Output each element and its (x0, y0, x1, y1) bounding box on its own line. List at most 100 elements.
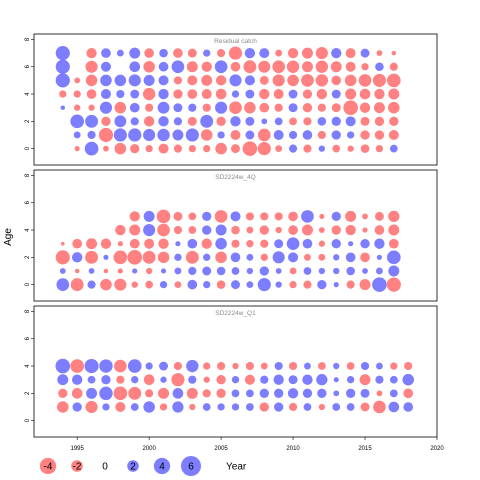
bubble-point (59, 90, 67, 98)
legend-bubble (39, 457, 57, 475)
bubble-point (101, 116, 111, 126)
bubble-point (374, 116, 385, 126)
bubble-point (114, 115, 127, 128)
x-axis-title: Year (226, 462, 247, 473)
bubble-point (274, 361, 283, 371)
bubble-point (246, 240, 254, 248)
bubble-point (116, 375, 125, 384)
bubble-point (302, 89, 313, 99)
bubble-point (362, 227, 368, 233)
bubble-point (187, 48, 197, 58)
bubble-point (87, 130, 96, 140)
bubble-point (174, 267, 182, 275)
bubble-point (115, 401, 126, 412)
bubble-point (301, 210, 314, 223)
bubble-point (388, 101, 400, 114)
bubble-point (288, 103, 298, 113)
y-tick-label: 8 (25, 309, 31, 313)
bubble-point (186, 387, 198, 399)
y-tick-label: 8 (25, 173, 31, 177)
bubble-point (72, 238, 83, 249)
bubble-point (127, 250, 143, 265)
bubble-point (360, 252, 370, 263)
bubble-point (360, 48, 370, 58)
bubble-point (216, 266, 226, 276)
panel-frame (33, 33, 438, 166)
bubble-point (333, 282, 339, 288)
bubble-point (315, 74, 329, 87)
bubble-point (302, 103, 313, 113)
bubble-point (246, 226, 254, 234)
bubble-point (143, 116, 155, 127)
bubble-point (318, 227, 325, 233)
bubble-point (288, 225, 298, 235)
bubble-point (188, 226, 197, 234)
bubble-point (131, 281, 138, 288)
bubble-point (87, 375, 96, 384)
bubble-point (217, 361, 226, 371)
bubble-point (302, 238, 313, 249)
bubble-point (143, 223, 156, 237)
bubble-point (128, 128, 142, 142)
bubble-point (114, 359, 127, 373)
bubble-point (202, 403, 211, 411)
bubble-point (158, 143, 169, 154)
bubble-point (259, 388, 269, 398)
bubble-point (288, 211, 298, 222)
bubble-point (60, 105, 66, 110)
bubble-point (389, 375, 398, 384)
bubble-point (274, 388, 284, 398)
bubble-point (333, 390, 340, 397)
bubble-point (188, 212, 197, 221)
bubble-point (55, 59, 70, 74)
bubble-point (359, 279, 371, 291)
bubble-point (131, 376, 139, 384)
bubble-point (244, 374, 255, 385)
bubble-point (332, 403, 341, 411)
bubble-point (330, 61, 342, 73)
bubble-point (101, 375, 111, 385)
bubble-point (318, 403, 326, 411)
bubble-point (403, 402, 414, 412)
bubble-point (74, 104, 81, 111)
bubble-point (231, 389, 240, 398)
bubble-point (173, 225, 183, 235)
bubble-point (257, 142, 271, 156)
bubble-point (331, 211, 341, 222)
bubble-point (85, 60, 98, 73)
bubble-point (272, 74, 285, 87)
bubble-point (114, 74, 127, 87)
bubble-point (215, 88, 227, 100)
bubble-point (331, 116, 341, 126)
bubble-point (216, 280, 226, 289)
bubble-point (331, 239, 341, 249)
bubble-point (172, 401, 184, 413)
bubble-point (201, 74, 213, 86)
bubble-point (188, 266, 197, 276)
bubble-point (203, 144, 211, 153)
bubble-point (359, 374, 371, 386)
bubble-point (246, 281, 254, 289)
bubble-point (174, 253, 182, 261)
bubble-point (85, 250, 99, 264)
bubble-point (317, 117, 327, 126)
bubble-point (317, 362, 326, 370)
y-tick-label: 6 (25, 64, 31, 68)
bubble-point (114, 278, 127, 291)
bubble-point (317, 103, 326, 112)
bubble-point (200, 129, 213, 141)
bubble-point (158, 238, 169, 249)
bubble-point (187, 238, 198, 249)
bubble-point (189, 403, 196, 411)
bubble-point (230, 61, 241, 72)
bubble-point (74, 268, 80, 274)
bubble-point (187, 116, 197, 126)
bubble-point (362, 268, 368, 274)
bubble-point (128, 74, 141, 87)
bubble-point (274, 402, 284, 412)
bubble-point (257, 128, 271, 142)
bubble-point (142, 250, 156, 264)
bubble-point (376, 390, 383, 397)
bubble-point (246, 389, 254, 398)
y-tick-label: 0 (25, 146, 31, 150)
